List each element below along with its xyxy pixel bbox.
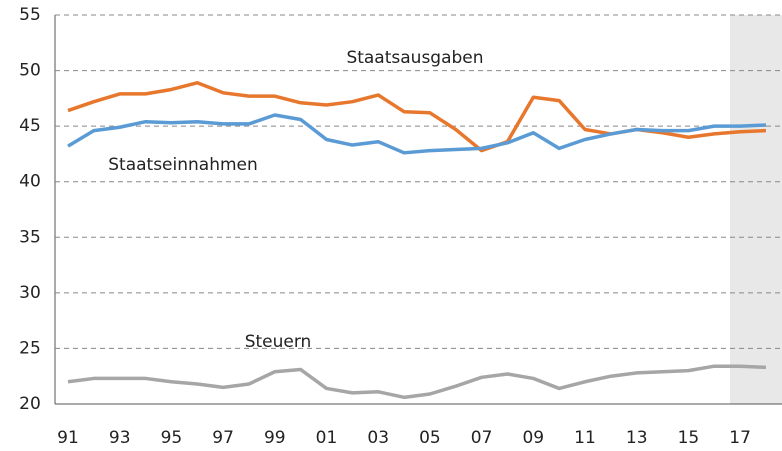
- x-tick-label: 13: [626, 428, 648, 448]
- series-line: [67, 113, 767, 155]
- x-tick-label: 11: [574, 428, 596, 448]
- y-tick-label: 50: [19, 61, 41, 81]
- x-tick-label: 97: [212, 428, 234, 448]
- x-tick-label: 15: [678, 428, 700, 448]
- y-tick-label: 30: [19, 283, 41, 303]
- series-label: Steuern: [245, 332, 312, 352]
- x-tick-label: 09: [522, 428, 544, 448]
- y-tick-label: 35: [19, 227, 41, 247]
- x-tick-label: 07: [471, 428, 493, 448]
- x-tick-label: 03: [367, 428, 389, 448]
- x-tick-label: 05: [419, 428, 441, 448]
- x-tick-label: 93: [109, 428, 131, 448]
- x-tick-label: 99: [264, 428, 286, 448]
- y-tick-label: 40: [19, 172, 41, 192]
- series-label: Staatsausgaben: [346, 48, 483, 68]
- series-line: [67, 81, 767, 153]
- y-tick-label: 55: [19, 5, 41, 25]
- forecast-shade: [730, 15, 782, 404]
- x-tick-label: 91: [57, 428, 79, 448]
- series-line: [67, 364, 767, 400]
- x-tick-label: 17: [729, 428, 751, 448]
- x-tick-label: 01: [316, 428, 338, 448]
- y-tick-label: 20: [19, 394, 41, 414]
- y-tick-label: 45: [19, 116, 41, 136]
- series-label: Staatseinnahmen: [108, 155, 258, 175]
- y-tick-label: 25: [19, 338, 41, 358]
- x-tick-label: 95: [161, 428, 183, 448]
